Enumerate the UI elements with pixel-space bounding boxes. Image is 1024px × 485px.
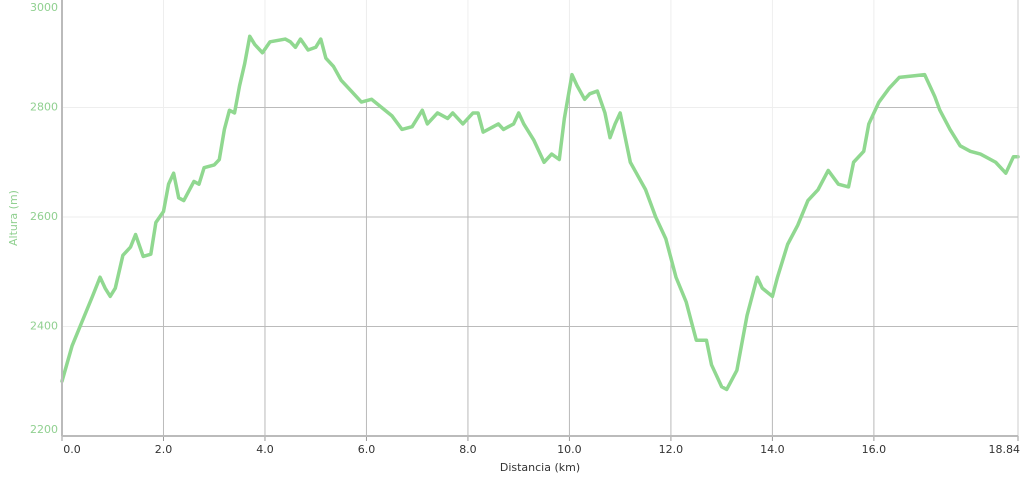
x-tick-label: 6.0 <box>358 443 376 456</box>
y-tick-label: 2400 <box>30 320 58 333</box>
x-tick-label: 18.84 <box>989 443 1021 456</box>
x-tick-label: 0.0 <box>63 443 81 456</box>
y-tick-label: 2200 <box>30 423 58 436</box>
x-tick-label: 10.0 <box>557 443 582 456</box>
x-axis-label: Distancia (km) <box>500 461 580 474</box>
x-tick-label: 12.0 <box>659 443 684 456</box>
x-tick-label: 4.0 <box>256 443 274 456</box>
y-axis-label: Altura (m) <box>7 190 20 246</box>
x-tick-label: 8.0 <box>459 443 477 456</box>
elevation-line <box>60 34 1020 392</box>
x-tick-label: 14.0 <box>760 443 785 456</box>
marks <box>60 34 1020 392</box>
y-tick-label: 2800 <box>30 101 58 114</box>
y-tick-label: 3000 <box>30 1 58 14</box>
labels: Altura (m) Distancia (km) 2200 2400 2600 28… <box>7 0 1020 474</box>
y-tick-label: 2600 <box>30 210 58 223</box>
grid-strong <box>62 36 1018 436</box>
grid-faint <box>61 0 1019 437</box>
x-tick-label: 16.0 <box>862 443 887 456</box>
x-tick-label: 2.0 <box>155 443 173 456</box>
